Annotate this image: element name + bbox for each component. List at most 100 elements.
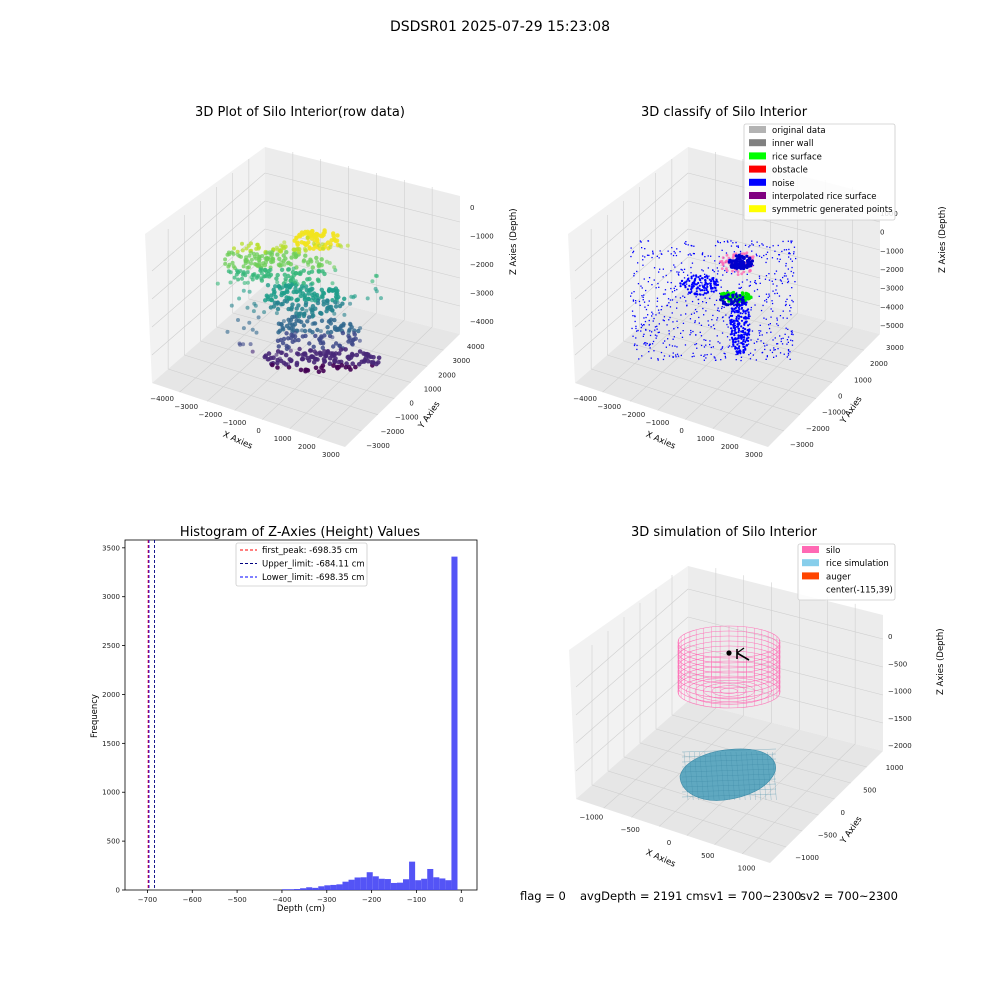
noise-point xyxy=(756,341,758,343)
noise-point xyxy=(675,356,677,358)
rice-mesh-line xyxy=(741,751,746,801)
noise-point xyxy=(725,314,727,316)
raw-point xyxy=(297,288,302,292)
raw-point xyxy=(307,341,312,346)
noise-point xyxy=(758,332,761,334)
noise-point xyxy=(747,315,750,318)
raw-point xyxy=(305,235,310,240)
noise-point xyxy=(636,348,638,351)
raw-point xyxy=(300,291,306,296)
noise-point xyxy=(679,285,682,288)
noise-point xyxy=(676,353,679,355)
raw-point xyxy=(320,345,325,350)
classify-x-tick: −1000 xyxy=(646,419,670,427)
noise-point xyxy=(660,351,663,354)
noise-point xyxy=(720,286,722,288)
noise-point xyxy=(695,296,697,298)
noise-point xyxy=(735,350,738,353)
noise-point xyxy=(791,299,793,302)
noise-point xyxy=(735,359,737,361)
noise-point xyxy=(719,242,721,244)
noise-point xyxy=(670,270,672,272)
raw-point xyxy=(263,260,268,265)
noise-point xyxy=(740,315,743,318)
hist-y-tick-label: 1500 xyxy=(102,740,120,748)
raw-point xyxy=(308,306,313,311)
noise-point xyxy=(786,298,788,300)
raw-point xyxy=(331,352,337,358)
noise-point xyxy=(717,307,719,309)
raw-point xyxy=(348,338,353,343)
raw-point xyxy=(339,363,345,368)
noise-point xyxy=(701,282,703,284)
interpolated-point xyxy=(731,256,735,259)
hist-bar xyxy=(384,879,391,890)
noise-point xyxy=(633,272,635,275)
noise-point xyxy=(767,296,769,299)
noise-point xyxy=(651,343,654,345)
noise-point xyxy=(662,342,664,344)
noise-point xyxy=(674,289,676,292)
raw-point xyxy=(316,263,321,269)
noise-point xyxy=(710,290,713,293)
noise-point xyxy=(690,329,692,332)
noise-point xyxy=(705,287,708,290)
noise-point xyxy=(665,346,667,348)
noise-point xyxy=(712,314,714,317)
noise-point xyxy=(737,334,740,337)
noise-point xyxy=(691,356,693,358)
noise-point xyxy=(640,285,642,287)
noise-point xyxy=(742,263,746,267)
simulation-y-tick: −1000 xyxy=(795,854,819,862)
hist-bar xyxy=(445,880,452,890)
noise-point xyxy=(737,262,741,267)
noise-point xyxy=(734,341,737,344)
noise-point xyxy=(695,334,697,336)
simulation-z-axis-label: Z Axies (Depth) xyxy=(936,628,946,695)
raw-point xyxy=(287,285,292,290)
noise-point xyxy=(657,359,659,361)
raw-point xyxy=(320,294,325,300)
noise-point xyxy=(648,254,650,256)
noise-point xyxy=(695,287,698,290)
noise-point xyxy=(669,316,671,319)
noise-point xyxy=(656,300,659,302)
noise-point xyxy=(651,284,653,286)
interpolated-point xyxy=(720,267,724,270)
rice-surface-point xyxy=(740,291,745,295)
panel-simulation: 3D simulation of Silo Interior −1000 −500… xyxy=(569,525,946,873)
noise-point xyxy=(732,242,734,244)
noise-point xyxy=(758,277,761,279)
hist-y-tick-label: 2500 xyxy=(102,642,120,650)
simulation-x-tick: 500 xyxy=(701,852,714,860)
noise-point xyxy=(744,317,748,320)
raw-point xyxy=(349,294,354,299)
raw-point xyxy=(249,257,254,262)
noise-point xyxy=(770,331,772,333)
raw-y-tick: −1000 xyxy=(395,414,419,422)
noise-point xyxy=(676,288,678,291)
raw-point xyxy=(280,285,285,290)
noise-point xyxy=(751,250,753,252)
hist-y-tick-label: 1000 xyxy=(102,789,120,797)
noise-point xyxy=(690,244,692,247)
noise-point xyxy=(632,250,635,252)
interpolated-point xyxy=(731,269,734,273)
noise-point xyxy=(704,281,707,284)
noise-point xyxy=(747,317,750,320)
noise-point xyxy=(707,267,709,269)
noise-point xyxy=(733,311,736,314)
raw-point xyxy=(332,325,338,330)
noise-point xyxy=(765,358,767,360)
noise-point xyxy=(766,344,768,346)
noise-point xyxy=(736,245,738,247)
raw-point xyxy=(314,255,319,261)
noise-point xyxy=(732,326,736,329)
noise-point xyxy=(742,312,744,315)
interpolated-point xyxy=(740,272,744,276)
noise-point xyxy=(713,328,716,330)
hist-bar xyxy=(421,878,428,890)
noise-point xyxy=(794,281,796,283)
classify-legend-label: symmetric generated points xyxy=(772,205,893,215)
raw-point xyxy=(242,281,247,285)
